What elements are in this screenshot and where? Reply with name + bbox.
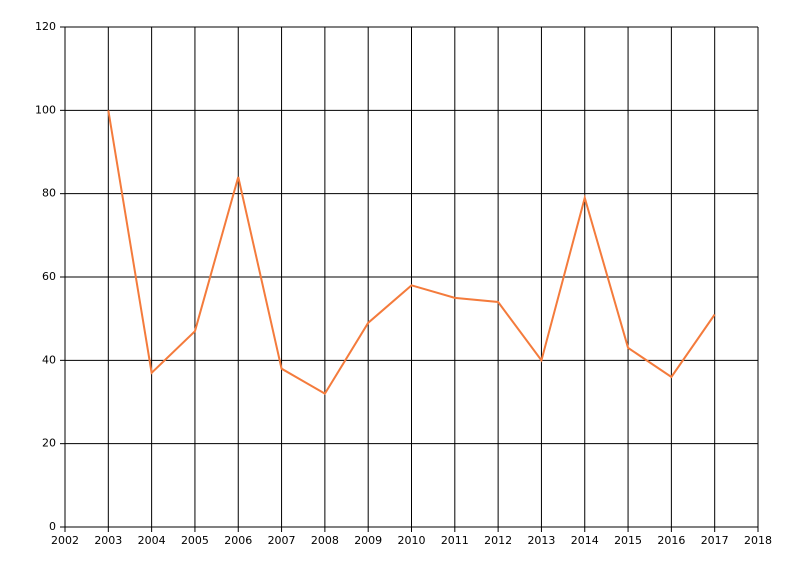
- x-tick-label: 2002: [51, 534, 79, 547]
- y-tick-label: 60: [42, 270, 56, 283]
- y-tick-label: 100: [35, 103, 56, 116]
- y-tick-label: 0: [49, 520, 56, 533]
- x-tick-label: 2011: [441, 534, 469, 547]
- x-tick-label: 2018: [744, 534, 772, 547]
- x-tick-label: 2003: [94, 534, 122, 547]
- x-tick-label: 2004: [138, 534, 166, 547]
- x-tick-label: 2016: [657, 534, 685, 547]
- y-tick-label: 20: [42, 437, 56, 450]
- y-tick-label: 120: [35, 20, 56, 33]
- y-tick-label: 40: [42, 353, 56, 366]
- x-tick-label: 2017: [701, 534, 729, 547]
- x-tick-label: 2014: [571, 534, 599, 547]
- x-tick-label: 2013: [527, 534, 555, 547]
- x-tick-label: 2007: [268, 534, 296, 547]
- x-tick-label: 2012: [484, 534, 512, 547]
- x-tick-label: 2005: [181, 534, 209, 547]
- line: [107, 110, 716, 396]
- x-tick-label: 2010: [398, 534, 426, 547]
- y-tick-label: 80: [42, 187, 56, 200]
- x-tick-label: 2008: [311, 534, 339, 547]
- x-tick-label: 2015: [614, 534, 642, 547]
- x-tick-label: 2006: [224, 534, 252, 547]
- x-tick-label: 2009: [354, 534, 382, 547]
